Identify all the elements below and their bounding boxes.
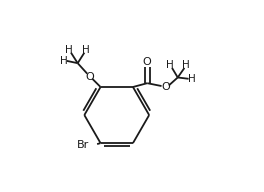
Text: H: H	[82, 45, 90, 55]
Text: O: O	[161, 82, 170, 92]
Text: H: H	[188, 74, 196, 84]
Text: H: H	[182, 60, 190, 70]
Text: O: O	[86, 71, 95, 82]
Text: O: O	[143, 57, 152, 67]
Text: Br: Br	[77, 140, 89, 150]
Text: H: H	[166, 60, 174, 70]
Text: H: H	[65, 45, 73, 55]
Text: H: H	[59, 56, 67, 66]
